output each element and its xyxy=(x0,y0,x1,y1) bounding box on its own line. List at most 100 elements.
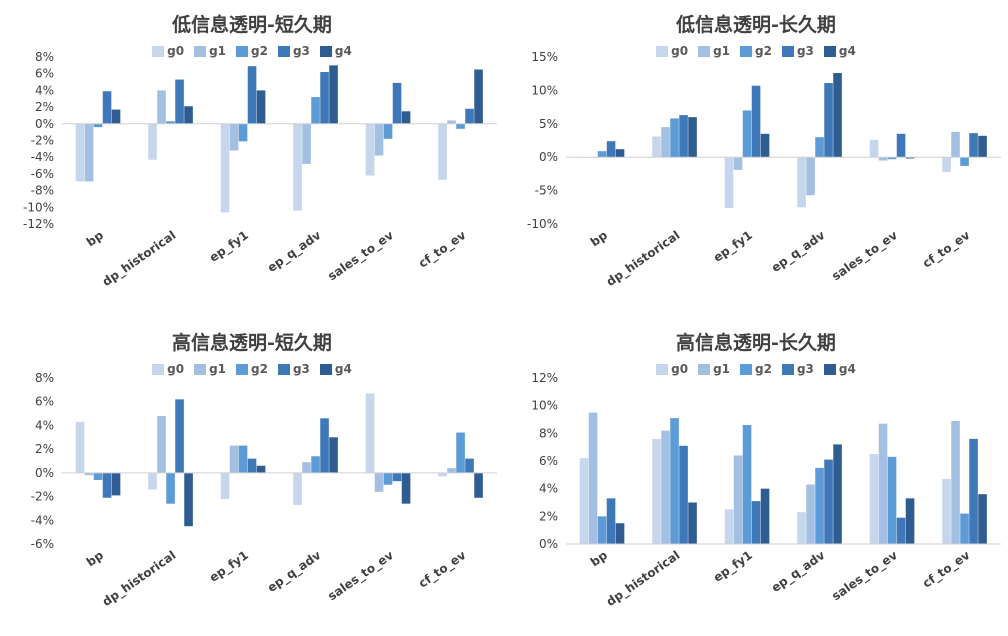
bar-g1-sales_to_ev xyxy=(878,423,888,544)
legend-swatch xyxy=(698,363,711,375)
bar-g4-cf_to_ev xyxy=(474,69,483,124)
chart-title: 高信息透明-长久期 xyxy=(676,332,836,354)
bar-g2-ep_fy1 xyxy=(742,425,752,544)
chart-legend: g0 g1 g2 g3 g4 xyxy=(0,362,504,376)
bar-g0-dp_historical xyxy=(652,438,661,544)
legend-item-g3: g3 xyxy=(277,362,310,376)
y-tick-label: 0% xyxy=(539,150,558,164)
bar-g2-ep_q_adv xyxy=(311,97,320,124)
bar-g3-dp_historical xyxy=(175,79,184,124)
bar-g2-bp xyxy=(93,472,103,480)
bar-g3-ep_q_adv xyxy=(320,72,329,124)
bar-g4-cf_to_ev xyxy=(978,135,987,158)
bar-g3-bp xyxy=(606,141,616,158)
legend-item-g3: g3 xyxy=(277,44,310,58)
y-tick-label: 0% xyxy=(35,466,54,480)
bar-g0-ep_q_adv xyxy=(797,157,806,208)
bar-g3-sales_to_ev xyxy=(392,472,402,482)
bar-g1-ep_q_adv xyxy=(806,157,815,196)
legend-item-g3: g3 xyxy=(781,362,814,376)
legend-item-g0: g0 xyxy=(152,44,184,58)
legend-swatch xyxy=(152,45,165,57)
chart-panel-1: 低信息透明-短久期 g0 g1 g2 g3 g4 -12% -10% -8% -6% -4% -2… xyxy=(0,0,504,318)
bar-g1-bp xyxy=(84,123,94,182)
bar-g3-sales_to_ev xyxy=(896,517,906,544)
bar-g3-cf_to_ev xyxy=(969,438,978,544)
bar-g0-dp_historical xyxy=(148,472,157,490)
y-tick-label: 2% xyxy=(35,442,54,456)
legend-item-g2: g2 xyxy=(236,44,268,58)
bar-g2-dp_historical xyxy=(166,472,175,504)
bar-g2-sales_to_ev xyxy=(383,472,393,485)
y-tick-label: 6% xyxy=(539,454,558,468)
x-category-label: dp_historical xyxy=(604,548,683,610)
bar-g0-sales_to_ev xyxy=(365,123,375,176)
bar-g0-dp_historical xyxy=(148,123,157,160)
bar-g3-dp_historical xyxy=(175,399,184,473)
legend-swatch xyxy=(194,363,207,375)
y-tick-label: 2% xyxy=(539,509,558,523)
legend-label: g3 xyxy=(796,362,814,376)
bar-g4-bp xyxy=(111,472,121,496)
legend-label: g4 xyxy=(838,44,856,58)
bar-g4-ep_q_adv xyxy=(833,444,842,544)
bar-g1-cf_to_ev xyxy=(447,120,456,124)
legend-label: g2 xyxy=(755,44,772,58)
bar-g3-ep_q_adv xyxy=(824,83,833,158)
bar-g0-sales_to_ev xyxy=(365,393,375,473)
bar-g2-ep_fy1 xyxy=(238,445,248,473)
bar-g4-dp_historical xyxy=(688,502,697,544)
chart-legend: g0 g1 g2 g3 g4 xyxy=(0,44,504,58)
y-tick-label: -5% xyxy=(535,184,558,198)
x-category-label: cf_to_ev xyxy=(920,228,973,272)
bar-g4-cf_to_ev xyxy=(978,494,987,544)
y-tick-label: 6% xyxy=(35,67,54,81)
legend-label: g3 xyxy=(292,362,310,376)
legend-item-g4: g4 xyxy=(319,44,352,58)
y-tick-label: 4% xyxy=(539,482,558,496)
x-category-label: sales_to_ev xyxy=(325,228,396,284)
y-tick-label: 2% xyxy=(35,100,54,114)
x-category-label: cf_to_ev xyxy=(920,548,973,592)
legend-item-g4: g4 xyxy=(823,362,856,376)
x-category-label: cf_to_ev xyxy=(416,228,469,272)
chart-svg: -12% -10% -8% -6% -4% -2% 0% 2% 4% 6% 8% bpdp_histo… xyxy=(23,50,497,290)
y-tick-label: 15% xyxy=(531,50,558,64)
bar-g2-sales_to_ev xyxy=(887,456,897,544)
bar-g0-ep_fy1 xyxy=(724,157,734,208)
x-category-label: ep_q_adv xyxy=(265,548,324,596)
bar-g0-cf_to_ev xyxy=(438,472,447,477)
chart-title: 低信息透明-长久期 xyxy=(676,14,836,36)
legend-label: g2 xyxy=(755,362,772,376)
legend-label: g0 xyxy=(671,44,689,58)
chart-panel-3: 高信息透明-短久期 g0 g1 g2 g3 g4 -6% -4% -2% 0% 2% 4% 6% 8%… xyxy=(0,318,504,636)
legend-item-g0: g0 xyxy=(656,44,688,58)
y-tick-label: -4% xyxy=(31,150,54,164)
bar-g0-dp_historical xyxy=(652,136,661,158)
bar-g3-ep_fy1 xyxy=(247,458,257,473)
legend-item-g4: g4 xyxy=(823,44,856,58)
bar-g1-dp_historical xyxy=(661,127,670,158)
bar-g2-bp xyxy=(597,151,607,158)
y-tick-label: -2% xyxy=(31,134,54,148)
legend-swatch xyxy=(656,363,669,375)
x-category-label: ep_fy1 xyxy=(711,548,756,586)
y-tick-label: -2% xyxy=(31,490,54,504)
bar-g1-cf_to_ev xyxy=(951,131,960,158)
legend-item-g4: g4 xyxy=(319,362,352,376)
y-tick-label: 6% xyxy=(35,395,54,409)
x-category-label: ep_fy1 xyxy=(207,228,252,266)
legend-item-g1: g1 xyxy=(698,44,730,58)
legend-swatch xyxy=(236,45,249,57)
bar-g0-cf_to_ev xyxy=(942,478,951,544)
bar-g0-sales_to_ev xyxy=(869,454,879,544)
chart-panel-4: 高信息透明-长久期 g0 g1 g2 g3 g4 0% 2% 4% 6% 8% 10% 12% bp d… xyxy=(504,318,1008,636)
bar-g1-ep_q_adv xyxy=(302,462,311,473)
bar-g2-sales_to_ev xyxy=(887,157,897,160)
bar-g3-ep_fy1 xyxy=(247,66,257,124)
bar-g2-cf_to_ev xyxy=(456,123,465,129)
bar-g1-ep_q_adv xyxy=(302,123,311,164)
chart-legend: g0 g1 g2 g3 g4 xyxy=(504,44,1008,58)
